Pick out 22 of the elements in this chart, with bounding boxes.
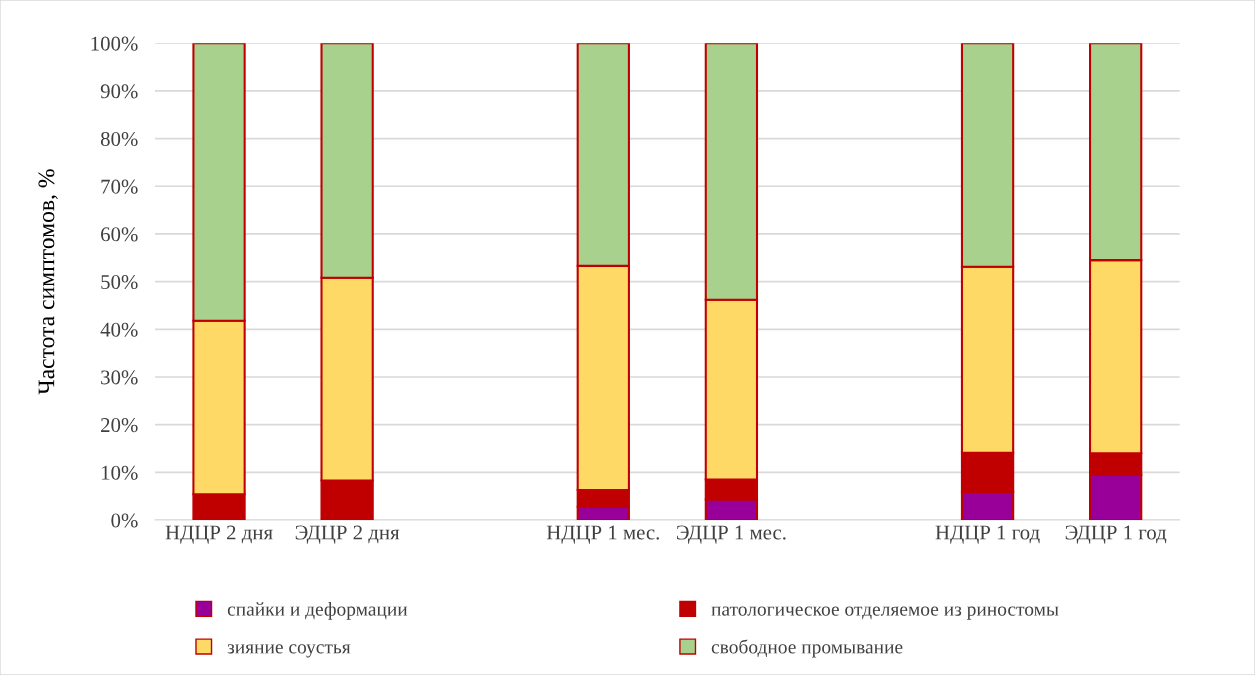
legend-label: свободное промывание xyxy=(711,639,903,658)
y-tick-label: 40% xyxy=(100,322,138,337)
y-tick-label: 60% xyxy=(101,227,138,242)
x-tick-label: ЭДЦР 1 мес. xyxy=(676,525,786,544)
x-tick-label: НДЦР 2 дня xyxy=(165,525,273,544)
x-tick-label: ЭДЦР 2 дня xyxy=(295,525,400,544)
y-tick-label: 50% xyxy=(101,274,138,290)
x-tick-label: НДЦР 1 мес. xyxy=(546,525,659,544)
x-tick-label: НДЦР 1 год xyxy=(935,525,1040,544)
y-tick-label: 0% xyxy=(111,513,138,528)
legend-label: зияние соустья xyxy=(227,644,351,658)
y-tick-label: 90% xyxy=(100,84,138,99)
legend-label: патологическое отделяемое из риностомы xyxy=(711,606,1059,620)
legend-label: спайки и деформации xyxy=(227,602,408,620)
x-tick-label: ЭДЦР 1 год xyxy=(1065,525,1167,544)
y-tick-label: 30% xyxy=(101,370,138,385)
y-tick-label: 10% xyxy=(101,465,138,480)
y-tick-label: 80% xyxy=(100,131,138,147)
y-tick-label: 70% xyxy=(101,179,138,194)
y-axis-title: Частота симптомов, % xyxy=(38,169,58,395)
y-tick-label: 100% xyxy=(91,36,138,51)
y-tick-label: 20% xyxy=(101,418,138,433)
